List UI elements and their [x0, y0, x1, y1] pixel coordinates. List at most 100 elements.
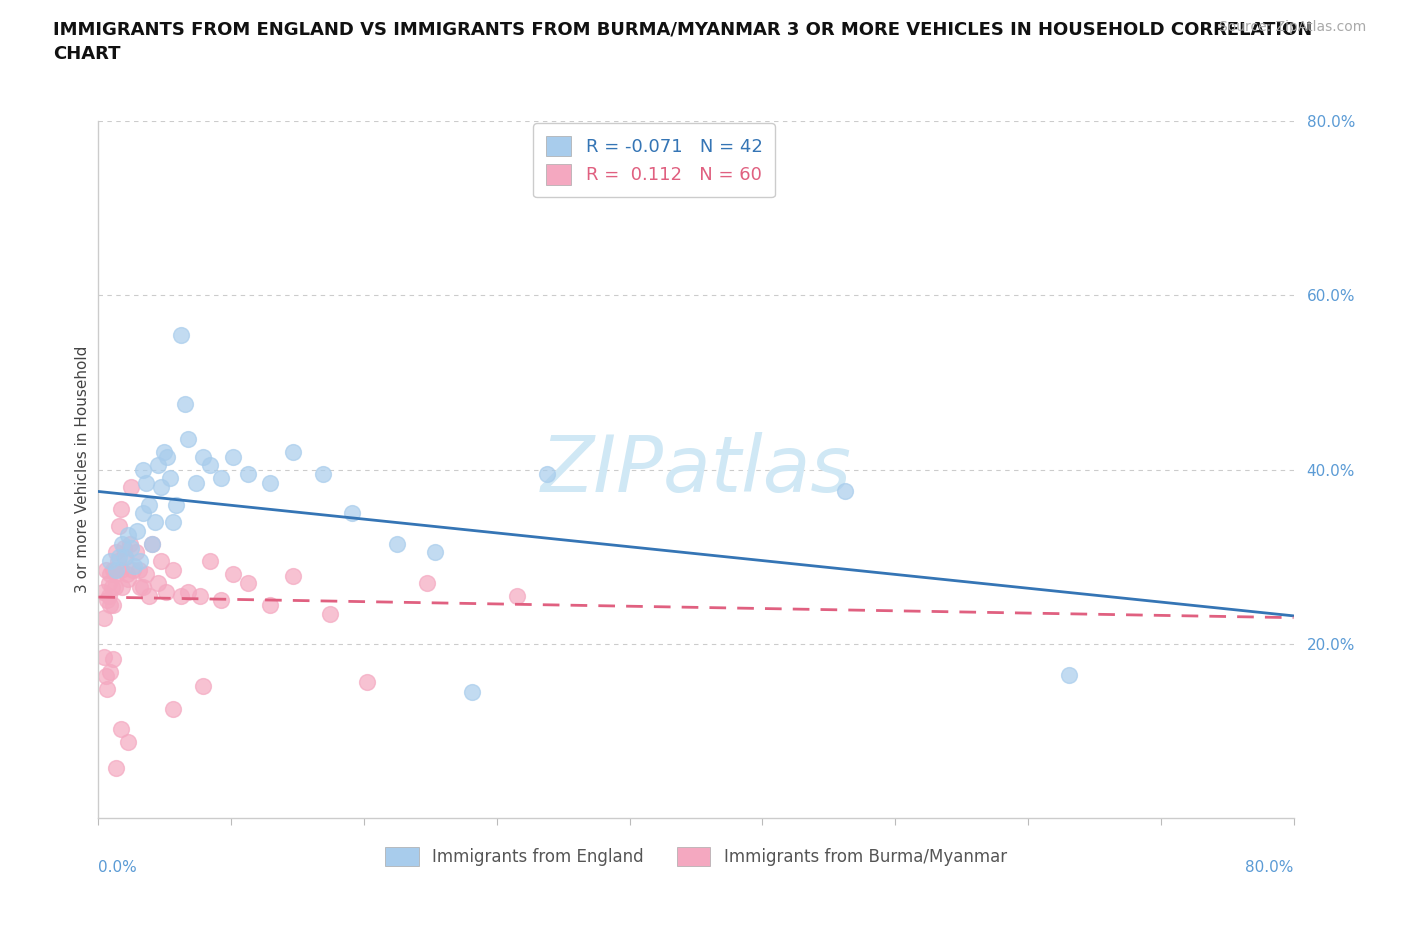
- Point: [108, 519, 131, 534]
- Point: [311, 467, 333, 482]
- Point: [103, 563, 125, 578]
- Point: [162, 702, 184, 717]
- Point: [114, 550, 136, 565]
- Point: [132, 580, 155, 595]
- Point: [135, 566, 157, 582]
- Point: [834, 484, 856, 498]
- Point: [155, 584, 177, 599]
- Point: [191, 679, 214, 694]
- Point: [93, 610, 115, 625]
- Point: [105, 761, 128, 776]
- Point: [120, 480, 142, 495]
- Point: [416, 576, 439, 591]
- Text: 0.0%: 0.0%: [98, 860, 138, 875]
- Point: [1059, 667, 1081, 682]
- Point: [342, 506, 364, 521]
- Point: [105, 545, 128, 560]
- Legend: Immigrants from England, Immigrants from Burma/Myanmar: Immigrants from England, Immigrants from…: [378, 841, 1014, 873]
- Point: [117, 527, 139, 542]
- Point: [281, 568, 304, 583]
- Point: [135, 475, 157, 490]
- Point: [91, 584, 114, 599]
- Point: [120, 540, 142, 555]
- Point: [132, 462, 155, 477]
- Point: [143, 514, 166, 529]
- Point: [129, 553, 152, 568]
- Point: [236, 576, 259, 591]
- Point: [506, 589, 529, 604]
- Point: [141, 537, 163, 551]
- Point: [162, 514, 184, 529]
- Point: [94, 563, 117, 578]
- Point: [117, 735, 139, 750]
- Point: [98, 566, 122, 582]
- Point: [114, 550, 136, 565]
- Point: [177, 432, 200, 446]
- Point: [236, 467, 259, 482]
- Point: [156, 449, 179, 464]
- Point: [153, 445, 176, 459]
- Text: Source: ZipAtlas.com: Source: ZipAtlas.com: [1219, 20, 1367, 34]
- Point: [200, 553, 222, 568]
- Point: [188, 589, 211, 604]
- Point: [209, 471, 232, 485]
- Text: IMMIGRANTS FROM ENGLAND VS IMMIGRANTS FROM BURMA/MYANMAR 3 OR MORE VEHICLES IN H: IMMIGRANTS FROM ENGLAND VS IMMIGRANTS FR…: [53, 20, 1313, 38]
- Point: [150, 480, 173, 495]
- Point: [110, 722, 132, 737]
- Point: [461, 684, 484, 699]
- Point: [191, 449, 214, 464]
- Point: [259, 475, 281, 490]
- Point: [111, 580, 134, 595]
- Point: [108, 550, 131, 565]
- Point: [110, 501, 132, 516]
- Point: [121, 563, 143, 578]
- Point: [111, 537, 134, 551]
- Point: [281, 445, 304, 459]
- Point: [319, 606, 342, 621]
- Point: [159, 471, 181, 485]
- Point: [93, 650, 115, 665]
- Point: [118, 537, 141, 551]
- Point: [110, 563, 132, 578]
- Point: [105, 566, 128, 582]
- Point: [138, 589, 160, 604]
- Point: [141, 537, 163, 551]
- Point: [138, 497, 160, 512]
- Point: [97, 589, 120, 604]
- Point: [104, 580, 127, 595]
- Point: [128, 563, 150, 578]
- Point: [200, 458, 222, 472]
- Point: [103, 597, 125, 612]
- Point: [98, 597, 122, 612]
- Point: [356, 674, 378, 689]
- Point: [105, 563, 128, 578]
- Point: [209, 593, 232, 608]
- Point: [165, 497, 187, 512]
- Point: [96, 593, 118, 608]
- Point: [177, 584, 200, 599]
- Text: CHART: CHART: [53, 45, 121, 62]
- Y-axis label: 3 or more Vehicles in Household: 3 or more Vehicles in Household: [75, 346, 90, 593]
- Point: [536, 467, 558, 482]
- Point: [148, 458, 170, 472]
- Point: [169, 589, 191, 604]
- Text: 80.0%: 80.0%: [1246, 860, 1294, 875]
- Point: [112, 540, 135, 555]
- Point: [385, 537, 409, 551]
- Point: [174, 397, 197, 412]
- Point: [222, 449, 245, 464]
- Point: [222, 566, 245, 582]
- Point: [98, 553, 122, 568]
- Point: [169, 327, 191, 342]
- Point: [98, 664, 122, 679]
- Point: [97, 576, 120, 591]
- Point: [132, 506, 155, 521]
- Point: [184, 475, 207, 490]
- Point: [423, 545, 446, 560]
- Point: [117, 571, 139, 586]
- Point: [125, 545, 148, 560]
- Text: ZIPatlas: ZIPatlas: [540, 432, 852, 508]
- Point: [115, 566, 138, 582]
- Point: [96, 682, 118, 697]
- Point: [148, 576, 170, 591]
